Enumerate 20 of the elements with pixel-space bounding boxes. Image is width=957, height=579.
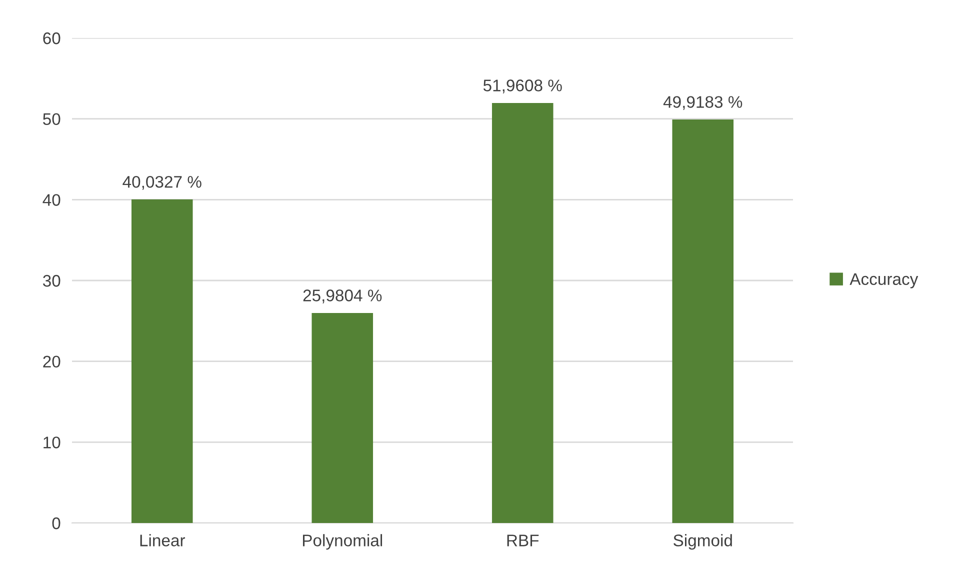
- bar: [312, 312, 374, 523]
- data-label: 40,0327 %: [122, 176, 202, 190]
- data-label: 51,9608 %: [483, 80, 562, 94]
- y-tick-label: 60: [43, 32, 60, 44]
- bar: [131, 199, 193, 523]
- y-tick-label: 50: [43, 113, 60, 126]
- data-label: 25,9804 %: [303, 290, 382, 304]
- x-tick-label: Sigmoid: [674, 534, 732, 550]
- x-tick-label: Linear: [140, 534, 186, 546]
- legend-label: Accuracy: [850, 273, 918, 288]
- y-tick-label: 40: [42, 194, 60, 206]
- x-tick-label: Polynomial: [302, 534, 382, 550]
- x-tick-label: RBF: [507, 534, 539, 546]
- y-tick-label: 10: [44, 436, 60, 448]
- y-tick-label: 0: [52, 517, 60, 530]
- bar: [492, 102, 554, 523]
- y-tick-label: 20: [43, 356, 60, 368]
- y-tick-label: 30: [42, 274, 60, 287]
- data-label: 49,9183 %: [663, 96, 742, 110]
- bar: [672, 119, 734, 523]
